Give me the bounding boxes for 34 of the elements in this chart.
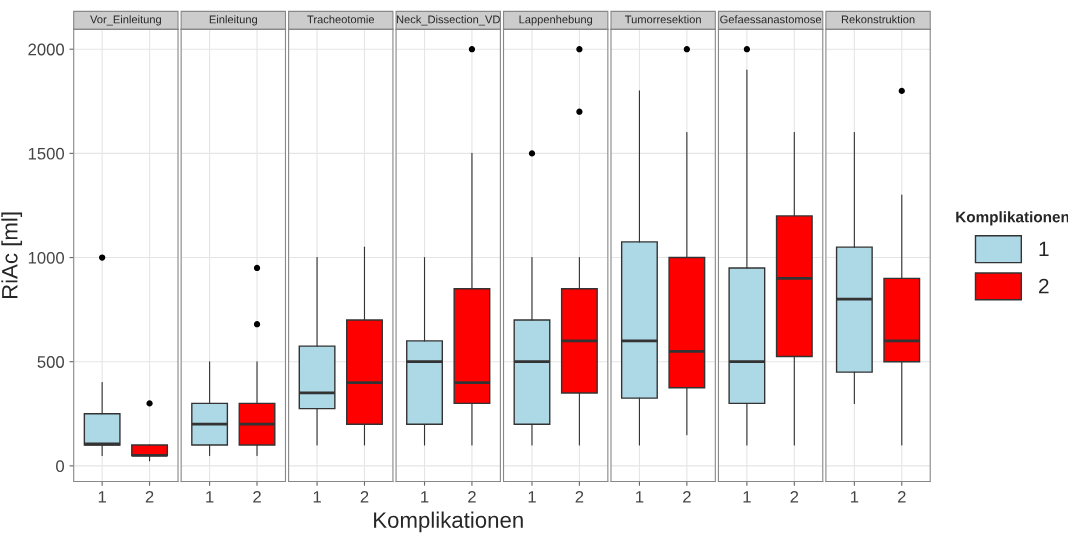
x-tick-label: 1 xyxy=(313,491,321,503)
x-tick-label: 2 xyxy=(790,490,799,503)
x-tick-label: 1 xyxy=(636,491,644,503)
x-tick-label: 2 xyxy=(683,490,691,503)
chart-title: Gefaessanastomose xyxy=(720,15,822,24)
y-tick-label: 1000 xyxy=(28,251,65,264)
x-tick-label: 2 xyxy=(897,490,906,503)
x-tick-label: 2 xyxy=(145,490,154,503)
chart-title: Tracheotomie xyxy=(307,15,375,24)
x-tick-label: 2 xyxy=(575,490,584,503)
x-tick-label: 1 xyxy=(206,491,214,503)
x-tick-label: 2 xyxy=(253,490,261,503)
x-tick-label: 1 xyxy=(743,491,751,503)
x-tick-label: 1 xyxy=(98,491,106,503)
legend-title: Komplikationen xyxy=(956,211,1068,226)
chart-title: Lappenhebung xyxy=(519,15,593,26)
chart-title: Vor_Einleitung xyxy=(90,15,161,26)
y-axis-title: RiAc [ml] xyxy=(1,212,23,299)
x-tick-label: 1 xyxy=(850,491,859,503)
x-tick-label: 1 xyxy=(528,491,536,503)
x-tick-label: 2 xyxy=(360,490,369,503)
y-tick-label: 0 xyxy=(56,460,65,473)
chart-title: Tumorresektion xyxy=(625,15,701,24)
chart-title: Einleitung xyxy=(209,15,257,26)
y-tick-label: 2000 xyxy=(28,43,65,56)
chart-title: Neck_Dissection_VD xyxy=(396,15,500,26)
x-tick-label: 2 xyxy=(468,490,476,503)
chart-title: Rekonstruktion xyxy=(841,15,915,24)
y-tick-label: 500 xyxy=(37,356,65,368)
legend-label: 2 xyxy=(1039,278,1049,294)
x-tick-label: 1 xyxy=(421,491,429,503)
x-axis-title: Komplikationen xyxy=(374,511,523,533)
legend-label: 1 xyxy=(1039,241,1049,257)
y-tick-label: 1500 xyxy=(28,147,65,160)
